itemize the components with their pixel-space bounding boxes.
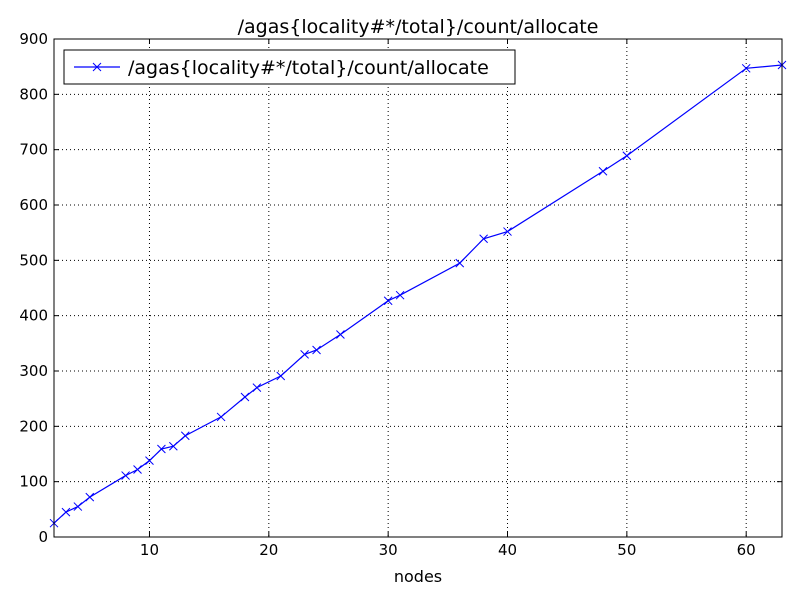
data-point-x-marker — [216, 412, 226, 422]
legend-entry-label: /agas{locality#*/total}/count/allocate — [128, 57, 489, 79]
data-point-x-marker — [157, 444, 166, 454]
data-point-x-marker — [395, 290, 405, 300]
data-point-x-marker — [622, 151, 632, 161]
data-point-x-marker — [133, 465, 142, 474]
x-axis-label: nodes — [394, 567, 442, 586]
data-point-x-marker — [85, 492, 95, 502]
chart-title: /agas{locality#*/total}/count/allocate — [238, 16, 599, 38]
y-tick-label: 200 — [19, 417, 48, 435]
data-point-x-marker — [168, 441, 178, 451]
data-point-x-marker — [598, 166, 608, 176]
x-tick-label: 40 — [498, 541, 517, 559]
x-tick-label: 30 — [379, 541, 398, 559]
grid — [54, 39, 782, 537]
legend-x-marker — [92, 62, 102, 72]
y-tick-label: 100 — [19, 473, 48, 491]
data-point-x-marker — [336, 330, 345, 339]
y-tick-label: 400 — [19, 307, 48, 325]
data-point-x-marker — [121, 471, 130, 480]
x-tick-label: 50 — [617, 541, 636, 559]
data-point-x-marker — [61, 507, 71, 517]
y-tick-label: 300 — [19, 362, 48, 380]
data-point-x-marker — [455, 258, 465, 268]
data-point-x-marker — [145, 456, 154, 465]
legend: /agas{locality#*/total}/count/allocate — [63, 49, 516, 85]
data-point-x-marker — [312, 345, 321, 355]
data-point-x-marker — [503, 227, 512, 236]
data-point-x-marker — [383, 296, 393, 306]
data-point-x-marker — [276, 371, 286, 381]
data-point-x-marker — [479, 234, 488, 244]
y-tick-label: 700 — [19, 141, 48, 159]
x-tick-label: 60 — [737, 541, 756, 559]
y-tick-label: 800 — [19, 85, 48, 103]
series-layer — [49, 60, 787, 528]
data-point-x-marker — [73, 502, 83, 511]
data-point-x-marker — [240, 392, 250, 402]
y-tick-label: 900 — [19, 30, 48, 48]
data-point-x-marker — [300, 350, 309, 359]
x-tick-label: 20 — [259, 541, 278, 559]
data-point-x-marker — [741, 63, 751, 73]
y-tick-label: 600 — [19, 196, 48, 214]
y-tick-label: 500 — [19, 251, 48, 269]
x-tick-label: 10 — [140, 541, 159, 559]
y-tick-label: 0 — [38, 528, 48, 546]
legend-box — [63, 49, 516, 85]
series-line — [53, 64, 783, 524]
plot-frame — [53, 38, 783, 538]
legend-line-swatch — [74, 62, 120, 72]
data-point-x-marker — [252, 383, 262, 392]
data-point-x-marker — [180, 431, 190, 441]
